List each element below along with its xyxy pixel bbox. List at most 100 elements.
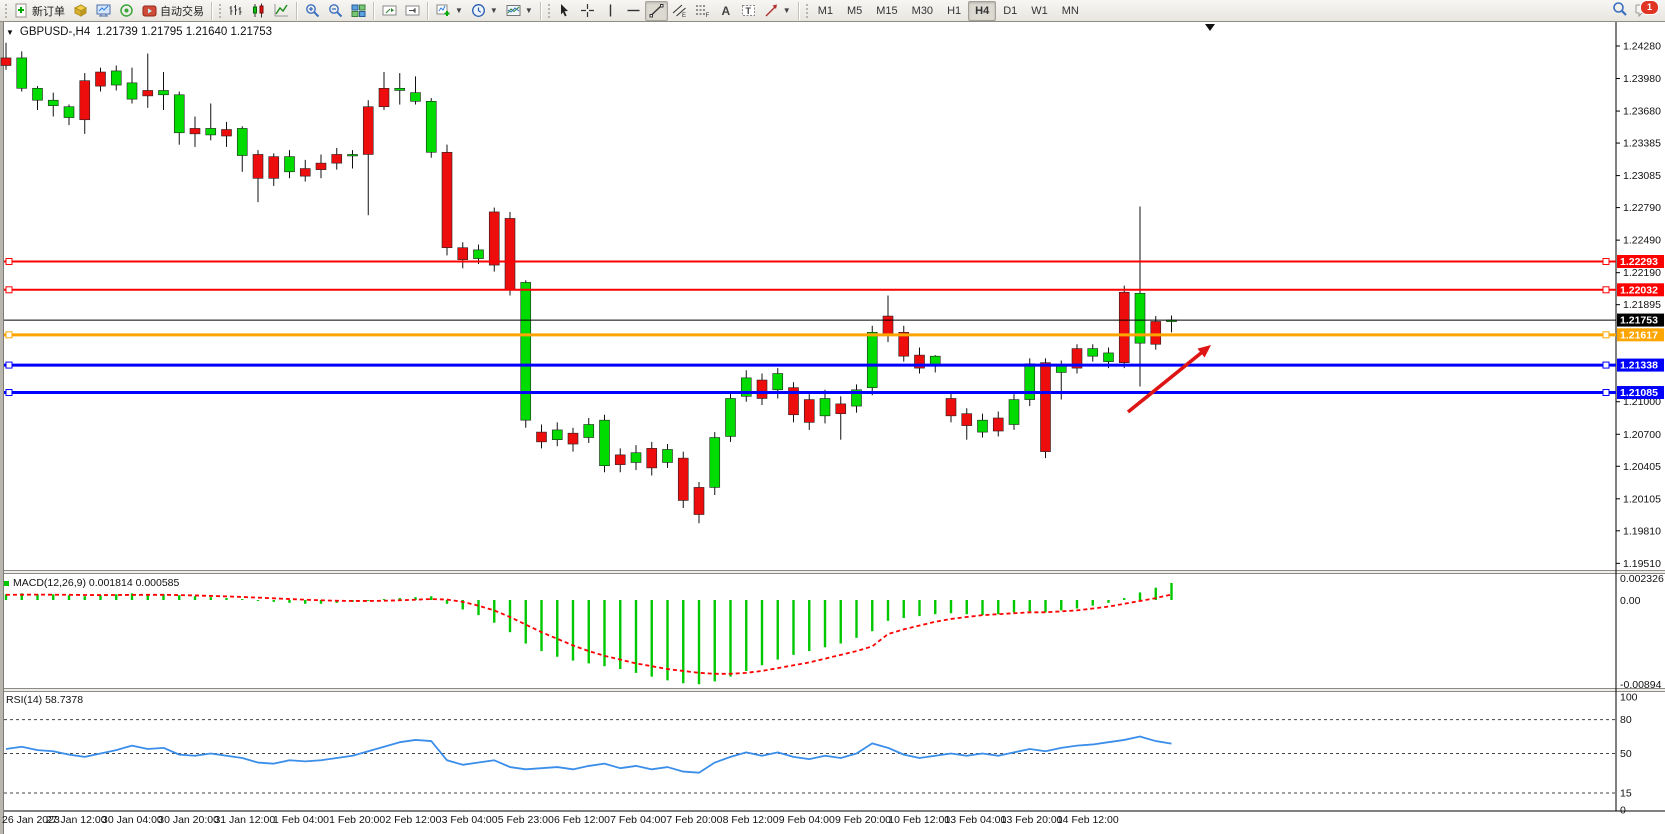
toolbar-drag-handle[interactable]: [218, 2, 222, 19]
candle-body: [1150, 321, 1162, 345]
line-handle[interactable]: [1602, 257, 1610, 265]
vertical-line-button[interactable]: [599, 1, 622, 21]
candle-body: [221, 129, 232, 137]
bars-chart-button[interactable]: [224, 1, 247, 21]
fibonacci-button[interactable]: F: [691, 1, 714, 21]
svg-text:T: T: [745, 6, 751, 16]
trend-arrow-annotation[interactable]: [1126, 345, 1211, 414]
timeframe-mn-button[interactable]: MN: [1061, 4, 1079, 17]
rsi-label-text: RSI(14) 58.7378: [6, 694, 84, 706]
signals-button[interactable]: [115, 1, 138, 21]
svg-text:2 Feb 12:00: 2 Feb 12:00: [385, 814, 441, 826]
svg-text:15: 15: [1620, 788, 1632, 800]
candle-body: [1118, 291, 1130, 363]
hline-objects[interactable]: 1.22293 1.22032 1.21753 1.21617 1.21338 1.210…: [4, 254, 1664, 400]
timeframe-m5-button[interactable]: M5: [846, 4, 863, 17]
svg-text:E: E: [682, 13, 686, 18]
dropdown-caret-icon[interactable]: ▼: [524, 6, 533, 15]
svg-text:14 Feb 12:00: 14 Feb 12:00: [1057, 814, 1119, 826]
zoom-in-icon: [306, 4, 320, 18]
line-handle[interactable]: [1602, 331, 1610, 339]
pane-splitter[interactable]: [4, 570, 1665, 574]
timeframe-h4-button[interactable]: H4: [968, 0, 997, 21]
cursor-button[interactable]: [553, 1, 576, 21]
label-icon: T: [741, 5, 755, 16]
periods-button[interactable]: ▼: [467, 1, 502, 21]
toolbar-separator: [296, 1, 298, 20]
new-order-button[interactable]: 新订单: [10, 1, 69, 21]
timeframe-w1-button[interactable]: W1: [1031, 4, 1048, 17]
candle-body: [583, 424, 595, 438]
line-chart-button[interactable]: [270, 1, 293, 21]
chart-ohlc-values: 1.21739 1.21795 1.21640 1.21753: [96, 26, 273, 38]
templates-button[interactable]: ▼: [502, 1, 537, 21]
zoom-out-button[interactable]: [324, 1, 347, 21]
line-handle[interactable]: [5, 389, 13, 397]
toolbar-drag-handle[interactable]: [546, 2, 551, 19]
candle-body: [788, 387, 799, 416]
toolbar-drag-handle[interactable]: [4, 2, 8, 19]
pane-splitter[interactable]: [4, 688, 1665, 692]
line-handle[interactable]: [1602, 389, 1610, 397]
text-button[interactable]: A: [714, 1, 737, 21]
candle-body: [284, 156, 295, 173]
svg-text:1.21753: 1.21753: [1620, 315, 1658, 327]
price-label-box: [1617, 313, 1664, 327]
line-handle[interactable]: [5, 361, 13, 369]
arrows-button[interactable]: ▼: [760, 1, 795, 21]
svg-text:1.20105: 1.20105: [1623, 493, 1661, 505]
zoom-in-button[interactable]: [301, 1, 324, 21]
dropdown-caret-icon[interactable]: ▼: [489, 6, 498, 15]
timeframe-d1-button[interactable]: D1: [1003, 4, 1018, 17]
text-label-button[interactable]: T: [737, 1, 760, 21]
svg-text:10 Feb 12:00: 10 Feb 12:00: [888, 814, 950, 826]
horizontal-line-button[interactable]: [622, 1, 645, 21]
candle-body: [709, 437, 721, 488]
timeframe-m15-button[interactable]: M15: [876, 4, 898, 17]
market-watch-button[interactable]: [92, 1, 115, 21]
macd-histogram: [4, 582, 1173, 685]
toolbar-drag-handle[interactable]: [804, 2, 809, 19]
chart-canvas[interactable]: 1.24280 1.23980 1.23680 1.23385 1.23085 1.227…: [0, 22, 1665, 834]
line-handle[interactable]: [5, 286, 13, 294]
line-handle[interactable]: [1602, 286, 1610, 294]
candle-body: [189, 128, 201, 135]
notifications-button[interactable]: 1: [1635, 0, 1659, 20]
timeframe-m30-button[interactable]: M30: [911, 4, 934, 17]
chart-shift-button[interactable]: [401, 1, 424, 21]
one-click-collapse-icon[interactable]: ▼: [6, 27, 14, 37]
candle-body: [347, 154, 358, 157]
new-chart-button[interactable]: ▼: [432, 1, 467, 21]
chart-shift-marker[interactable]: [1205, 24, 1215, 31]
toolbar-separator: [797, 1, 800, 20]
trendline-button[interactable]: [644, 0, 668, 21]
crosshair-button[interactable]: [576, 1, 599, 21]
line-handle[interactable]: [1602, 361, 1610, 369]
line-handle[interactable]: [5, 331, 13, 339]
candle-body: [16, 57, 28, 89]
timeframe-h1-button[interactable]: H1: [947, 4, 962, 17]
profile-button[interactable]: [69, 1, 92, 21]
candle-body: [551, 429, 563, 440]
dropdown-caret-icon[interactable]: ▼: [782, 6, 791, 15]
svg-text:0.00: 0.00: [1620, 595, 1641, 607]
svg-text:1.22293: 1.22293: [1620, 256, 1658, 268]
svg-text:7 Feb 04:00: 7 Feb 04:00: [610, 814, 666, 826]
shift-icon: [405, 5, 420, 16]
equidistant-channel-button[interactable]: E: [668, 1, 691, 21]
charts-icon: [96, 4, 111, 17]
dropdown-caret-icon[interactable]: ▼: [455, 6, 463, 15]
timeframe-m1-button[interactable]: M1: [817, 4, 833, 17]
candle-body: [299, 168, 311, 177]
line-handle[interactable]: [5, 257, 13, 265]
candle-body: [110, 70, 122, 86]
tile-windows-button[interactable]: [347, 1, 370, 21]
svg-text:1.21000: 1.21000: [1623, 396, 1661, 408]
candlestick-chart-button[interactable]: [247, 1, 270, 21]
svg-text:1 Feb 04:00: 1 Feb 04:00: [273, 814, 329, 826]
auto-trading-button[interactable]: 自动交易: [138, 1, 208, 21]
svg-text:7 Feb 20:00: 7 Feb 20:00: [666, 814, 722, 826]
candle-body: [457, 247, 469, 260]
auto-scroll-button[interactable]: [378, 1, 401, 21]
search-button[interactable]: [1612, 1, 1627, 21]
